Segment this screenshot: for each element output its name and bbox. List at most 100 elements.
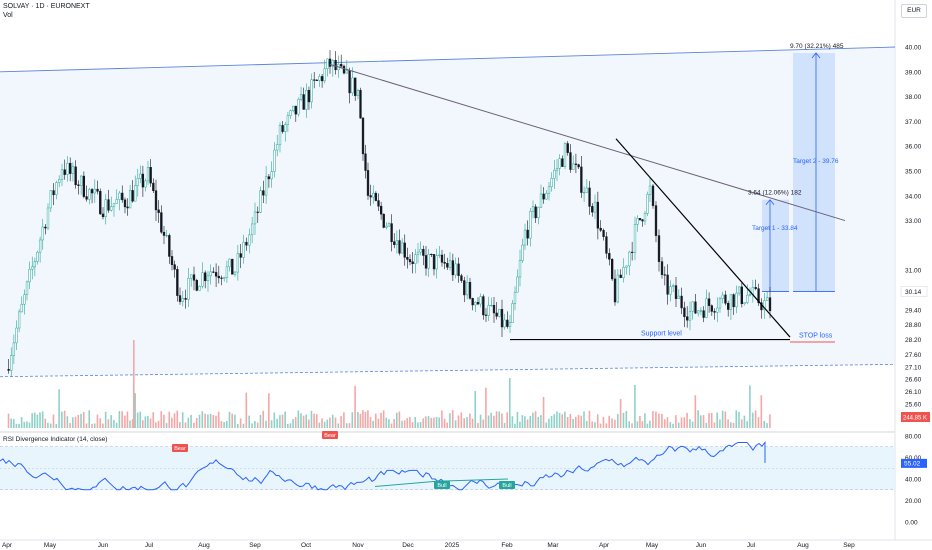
symbol-title[interactable]: SOLVAY · 1D · EURONEXT (3, 3, 90, 10)
candle-body (596, 201, 600, 229)
volume-bar (39, 412, 41, 428)
target1-box-label: 3.64 (12.06%) 182 (748, 190, 802, 197)
candle-body (228, 258, 231, 268)
candle-body (31, 266, 34, 270)
candle-body (484, 314, 488, 316)
candle-body (400, 242, 404, 254)
candle-body (411, 261, 414, 264)
candle-body (223, 277, 226, 279)
volume-bar (583, 411, 585, 428)
candle-body (393, 241, 396, 245)
time-tick-label: Nov (352, 542, 364, 549)
volume-bar (763, 420, 765, 428)
price-tick-label: 40.00 (905, 45, 922, 52)
volume-bar (165, 423, 168, 428)
volume-bar (735, 410, 738, 428)
volume-bar (558, 412, 561, 428)
candle-body (270, 171, 273, 180)
candle-body (36, 251, 39, 262)
target1-arrowhead (765, 199, 775, 205)
volume-bar (548, 418, 550, 428)
volume-bar (493, 415, 495, 428)
candle-body (123, 199, 127, 208)
rsi-indicator-label[interactable]: RSI Divergence Indicator (14, close) (3, 436, 108, 443)
volume-bar (526, 419, 529, 428)
volume-bar (201, 411, 204, 428)
volume-bar (730, 422, 732, 428)
candle-body (126, 206, 129, 209)
volume-bar (401, 420, 403, 428)
time-tick-label: Apr (2, 542, 13, 549)
rsi-value-text: 55.02 (904, 460, 921, 467)
volume-bar (639, 415, 641, 428)
volume-bar (572, 419, 574, 428)
volume-bar (190, 414, 192, 428)
time-tick-label: Aug (797, 542, 809, 549)
volume-bar (179, 422, 181, 428)
volume-bar (80, 413, 82, 428)
candle-body (443, 262, 446, 264)
candle-body (523, 229, 527, 246)
volume-bar (422, 418, 425, 428)
volume-bar (55, 423, 58, 428)
price-tick-label: 27.60 (905, 352, 922, 359)
candle-body (503, 319, 506, 328)
volume-bar (321, 418, 323, 428)
candle-body (284, 124, 287, 132)
volume-bar (614, 419, 616, 428)
candle-body (55, 182, 58, 196)
volume-bar (519, 421, 521, 428)
candle-body (214, 272, 218, 277)
volume-bar (498, 411, 501, 428)
volume-bar (398, 411, 401, 428)
volume-bar (409, 416, 411, 428)
candle-body (521, 244, 524, 261)
volume-bar (212, 415, 215, 428)
candle-body (588, 187, 591, 207)
candle-body (654, 205, 658, 236)
volume-indicator-label[interactable]: Vol (3, 12, 13, 19)
candle-body (727, 302, 730, 310)
candle-body (454, 263, 457, 276)
candle-body (398, 240, 401, 254)
volume-bar (495, 411, 498, 428)
volume-bar (209, 413, 212, 428)
volume-bar (732, 422, 735, 428)
volume-bar (395, 412, 398, 428)
candle-body (569, 152, 572, 170)
candle-body (616, 274, 620, 303)
price-tick-label: 26.60 (905, 377, 922, 384)
volume-bar (487, 415, 490, 428)
candle-body (768, 297, 772, 312)
volume-bar (561, 414, 564, 428)
volume-bar (425, 416, 427, 428)
volume-bar (292, 419, 294, 428)
candle-body (242, 241, 245, 258)
volume-bar (414, 417, 417, 428)
rsi-bull-divergence (439, 478, 509, 482)
candle-body (74, 166, 77, 186)
volume-bar (622, 412, 625, 428)
volume-bar (625, 411, 628, 428)
candle-body (414, 254, 417, 264)
volume-bar (393, 419, 395, 428)
volume-bar (655, 411, 657, 428)
volume-bar (7, 413, 10, 428)
volume-bar (751, 412, 754, 428)
currency-badge[interactable]: EUR (901, 4, 927, 18)
volume-bar (315, 414, 318, 428)
support-label: Support level (641, 331, 682, 338)
candle-body (259, 190, 262, 213)
candle-body (33, 261, 37, 268)
candle-body (323, 68, 326, 82)
candle-body (289, 110, 292, 116)
volume-bar (308, 419, 310, 428)
volume-bar (672, 423, 674, 428)
candle-body (374, 192, 378, 201)
volume-bar (605, 423, 608, 428)
volume-bar (575, 416, 577, 428)
candle-body (239, 253, 242, 258)
candle-body (513, 291, 517, 304)
candle-body (718, 298, 722, 309)
target2-arrowhead (811, 52, 821, 59)
